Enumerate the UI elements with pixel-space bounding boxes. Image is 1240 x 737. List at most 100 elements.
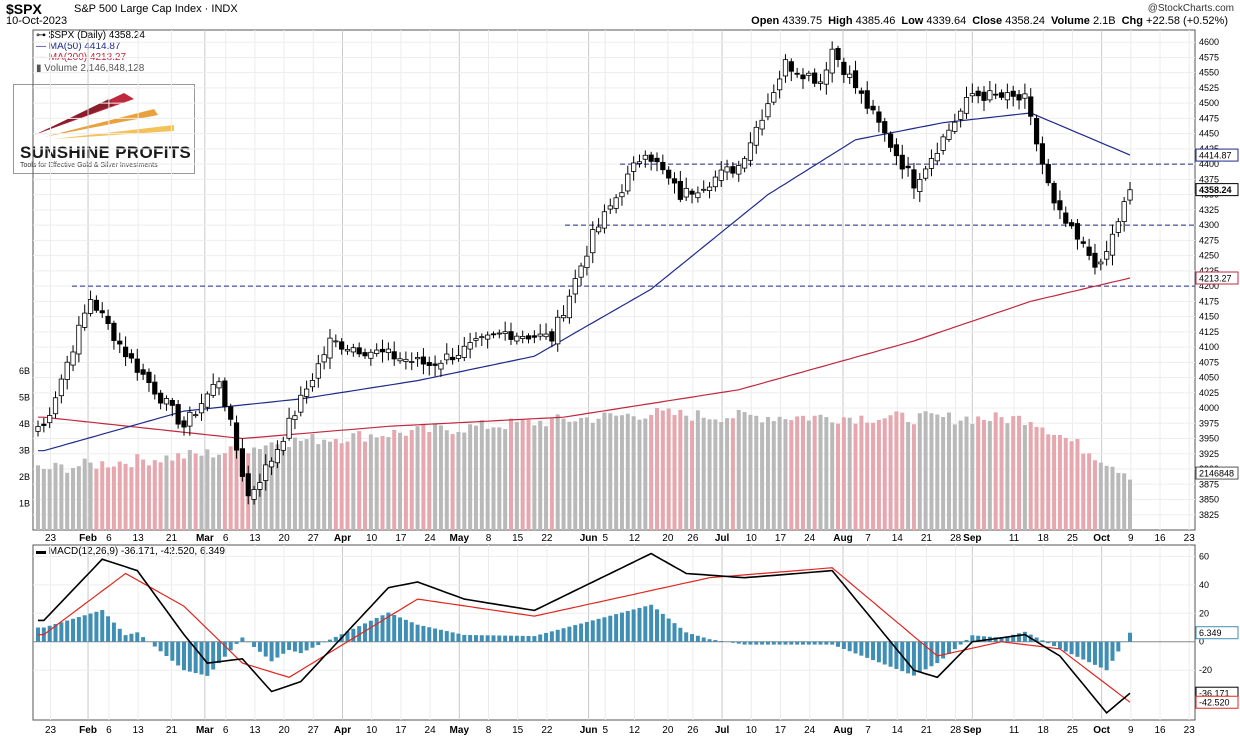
chart-date: 10-Oct-2023 (6, 15, 68, 27)
macd-histogram-bar (719, 640, 724, 642)
macd-histogram-bar (88, 613, 93, 642)
candle-body (946, 129, 952, 140)
candle-body (479, 336, 485, 339)
price-x-tick-label: 16 (1154, 533, 1166, 544)
macd-histogram-bar (199, 641, 204, 675)
candle-body (829, 48, 835, 74)
macd-histogram-bar (82, 615, 87, 642)
macd-x-tick-label: Feb (79, 725, 97, 736)
price-x-tick-label: 6 (223, 533, 229, 544)
price-x-tick-label: 17 (775, 533, 787, 544)
volume-bar (158, 462, 163, 530)
macd-histogram-bar (398, 617, 403, 642)
macd-histogram-bar (964, 639, 969, 642)
volume-bar (800, 415, 805, 530)
macd-histogram-bar (298, 641, 303, 654)
macd-histogram-bar (701, 637, 706, 642)
volume-bar (660, 410, 665, 530)
macd-histogram-bar (795, 641, 800, 645)
candle-body (566, 295, 573, 319)
volume-bar (678, 409, 683, 530)
volume-bar (602, 412, 607, 530)
price-x-tick-label: 21 (166, 533, 178, 544)
macd-x-tick-label: Oct (1093, 725, 1110, 736)
macd-histogram-bar (450, 632, 455, 642)
volume-bar (1034, 426, 1039, 530)
candle-body (1104, 251, 1110, 260)
volume-bar (608, 413, 613, 530)
candle-body (817, 81, 824, 84)
macd-x-tick-label: 17 (775, 725, 787, 736)
volume-bar (818, 414, 823, 530)
volume-bar (41, 468, 46, 530)
volume-bar (310, 434, 315, 530)
volume-bar (468, 424, 473, 530)
macd-histogram-bar (1110, 641, 1115, 661)
macd-histogram-bar (654, 609, 659, 642)
price-y-tick-label: 4225 (1199, 266, 1219, 276)
candle-body (233, 422, 240, 451)
macd-histogram-bar (555, 629, 560, 642)
volume-bar (1011, 416, 1016, 530)
macd-histogram-bar (1104, 641, 1109, 671)
macd-y-tick-label: 40 (1199, 580, 1209, 590)
signal-value-tag-text: -42.520 (1199, 698, 1230, 708)
candle-body (537, 333, 543, 337)
volume-bar (993, 412, 998, 530)
candle-body (823, 69, 829, 85)
volume-bar (532, 425, 537, 530)
macd-histogram-bar (228, 641, 233, 651)
candle-body (438, 362, 444, 370)
macd-histogram-bar (275, 641, 280, 658)
macd-histogram-bar (304, 641, 309, 651)
candle-body (70, 351, 76, 366)
volume-bar (701, 417, 706, 530)
candle-body (204, 393, 210, 408)
macd-histogram-bar (427, 627, 432, 642)
volume-bar (1110, 466, 1115, 530)
logo-tagline: Tools for Effective Gold & Silver Invest… (20, 162, 158, 169)
candle-body (899, 154, 905, 170)
price-x-tick-label: 13 (133, 533, 145, 544)
macd-x-tick-label: 26 (687, 725, 699, 736)
macd-histogram-bar (596, 618, 601, 642)
candle-body (584, 255, 590, 269)
volume-bar (929, 413, 934, 530)
macd-x-tick-label: 20 (662, 725, 674, 736)
candle-body (508, 331, 514, 340)
candle-body (1022, 93, 1028, 99)
volume-bar (982, 419, 987, 530)
macd-x-tick-label: Jul (715, 725, 730, 736)
candle-body (689, 190, 695, 195)
macd-histogram-bar (433, 628, 438, 642)
volume-bar (1046, 434, 1051, 530)
volume-bar (47, 469, 52, 530)
volume-bar (987, 420, 992, 530)
price-x-tick-label: 6 (106, 533, 112, 544)
volume-bar (836, 423, 841, 530)
volume-bar (923, 411, 928, 530)
candle-body (158, 392, 164, 404)
volume-bar (82, 458, 87, 530)
macd-histogram-bar (871, 641, 876, 661)
legend-ma50-text: MA(50) 4414.87 (48, 41, 121, 52)
candle-body (636, 161, 643, 164)
volume-bar (654, 407, 659, 530)
candle-body (105, 315, 111, 325)
price-y-tick-label: 3850 (1199, 495, 1219, 505)
macd-histogram-bar (158, 641, 163, 652)
macd-histogram-bar (193, 641, 198, 674)
candle-body (1039, 143, 1046, 165)
macd-histogram-bar (59, 622, 64, 642)
price-y-tick-label: 3925 (1199, 449, 1219, 459)
volume-bar (380, 436, 385, 530)
ma200-value-tag-box (1195, 271, 1239, 285)
candle-body (619, 192, 625, 198)
macd-histogram-bar (234, 641, 239, 644)
candle-body (514, 335, 520, 342)
candle-body (379, 348, 386, 353)
macd-histogram-bar (1005, 636, 1010, 642)
volume-bar (649, 414, 654, 530)
macd-histogram-bar (678, 627, 683, 642)
